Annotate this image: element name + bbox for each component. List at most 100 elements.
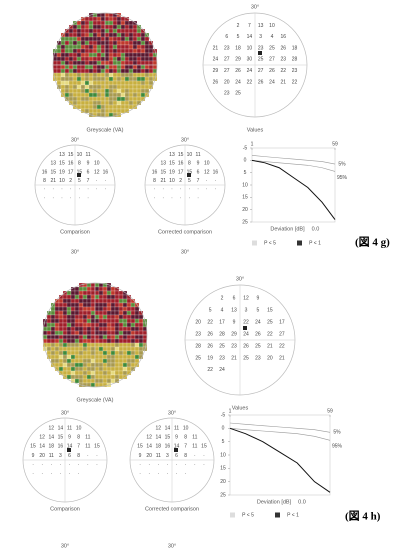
value: 21 bbox=[231, 355, 237, 361]
value: 6 bbox=[225, 34, 228, 40]
greyscale-cell bbox=[94, 282, 100, 288]
greyscale-cell bbox=[130, 338, 136, 344]
figure-tag: (図 4 g) bbox=[355, 235, 390, 249]
greyscale-cell bbox=[58, 338, 64, 344]
greyscale-cell bbox=[108, 32, 114, 38]
greyscale-cell bbox=[74, 298, 80, 304]
greyscale-cell bbox=[114, 338, 120, 344]
greyscale-cell bbox=[70, 366, 76, 372]
comparison-value: · bbox=[79, 187, 81, 193]
value: 29 bbox=[213, 68, 219, 74]
greyscale-cell bbox=[100, 52, 106, 58]
greyscale-cell bbox=[128, 36, 134, 42]
value: 29 bbox=[235, 57, 241, 63]
y-tick-label: 5 bbox=[222, 439, 225, 445]
greyscale-cell bbox=[118, 342, 124, 348]
value: 30 bbox=[247, 57, 253, 63]
greyscale-cell bbox=[62, 306, 68, 312]
greyscale-cell bbox=[92, 56, 98, 62]
value: 17 bbox=[219, 319, 225, 325]
greyscale-cell bbox=[66, 334, 72, 340]
greyscale-cell bbox=[98, 354, 104, 360]
greyscale-cell bbox=[92, 36, 98, 42]
greyscale-cell bbox=[128, 28, 134, 34]
corrected-value: 12 bbox=[146, 435, 152, 441]
value: 24 bbox=[235, 79, 241, 85]
greyscale-cell bbox=[94, 302, 100, 308]
greyscale-cell bbox=[50, 330, 56, 336]
greyscale-cell bbox=[60, 64, 66, 70]
greyscale-cell bbox=[112, 28, 118, 34]
greyscale-cell bbox=[124, 56, 130, 62]
greyscale-cell bbox=[120, 64, 126, 70]
greyscale-cell bbox=[116, 92, 122, 98]
comparison-value: 15 bbox=[30, 444, 36, 450]
greyscale-cell bbox=[100, 100, 106, 106]
value: 22 bbox=[207, 319, 213, 325]
greyscale-cell bbox=[84, 24, 90, 30]
greyscale-cell bbox=[136, 68, 142, 74]
y-tick-label: 20 bbox=[242, 207, 248, 213]
greyscale-cell bbox=[50, 322, 56, 328]
greyscale-cell bbox=[84, 52, 90, 58]
comparison-value: 20 bbox=[39, 453, 45, 459]
greyscale-cell bbox=[66, 362, 72, 368]
greyscale-cell bbox=[86, 318, 92, 324]
greyscale-cell bbox=[124, 76, 130, 82]
greyscale-cell bbox=[114, 298, 120, 304]
values-label: Values bbox=[232, 405, 249, 411]
greyscale-cell bbox=[74, 306, 80, 312]
greyscale-cell bbox=[134, 358, 140, 364]
greyscale-cell bbox=[124, 52, 130, 58]
greyscale-cell bbox=[62, 346, 68, 352]
greyscale-cell bbox=[98, 374, 104, 380]
comparison-value: 12 bbox=[94, 169, 100, 175]
greyscale-cell bbox=[60, 68, 66, 74]
comparison-value: 11 bbox=[85, 444, 90, 450]
greyscale-cell bbox=[72, 96, 78, 102]
greyscale-cell bbox=[126, 298, 132, 304]
corrected-value: 8 bbox=[184, 435, 187, 441]
value: 6 bbox=[233, 295, 236, 301]
greyscale-cell bbox=[106, 318, 112, 324]
value: 26 bbox=[207, 331, 213, 337]
greyscale-cell bbox=[56, 76, 62, 82]
greyscale-cell bbox=[116, 24, 122, 30]
greyscale-cell bbox=[116, 36, 122, 42]
greyscale-cell bbox=[62, 330, 68, 336]
greyscale-cell bbox=[130, 310, 136, 316]
greyscale-cell bbox=[54, 318, 60, 324]
greyscale-cell bbox=[116, 96, 122, 102]
greyscale-cell bbox=[92, 40, 98, 46]
greyscale-cell bbox=[96, 108, 102, 114]
greyscale-cell bbox=[68, 32, 74, 38]
corrected-value: · bbox=[185, 462, 187, 468]
greyscale-cell bbox=[118, 334, 124, 340]
greyscale-cell bbox=[108, 68, 114, 74]
greyscale-cell bbox=[102, 374, 108, 380]
greyscale-cell bbox=[78, 350, 84, 356]
value: 22 bbox=[292, 79, 298, 85]
comparison-value: 8 bbox=[77, 453, 80, 459]
value: 23 bbox=[224, 45, 230, 51]
greyscale-cell bbox=[78, 318, 84, 324]
comparison-value: 3 bbox=[59, 453, 62, 459]
greyscale-cell bbox=[112, 64, 118, 70]
x-tick-label: 1 bbox=[229, 408, 232, 414]
greyscale-cell bbox=[62, 354, 68, 360]
greyscale-cell bbox=[110, 298, 116, 304]
greyscale-cell bbox=[138, 330, 144, 336]
greyscale-cell bbox=[104, 24, 110, 30]
greyscale-cell bbox=[66, 326, 72, 332]
greyscale-cell bbox=[144, 48, 150, 54]
greyscale-cell bbox=[138, 322, 144, 328]
greyscale-cell bbox=[60, 80, 66, 86]
greyscale-cell bbox=[88, 76, 94, 82]
greyscale-cell bbox=[60, 72, 66, 78]
greyscale-cell bbox=[70, 322, 76, 328]
greyscale-cell bbox=[72, 36, 78, 42]
greyscale-cell bbox=[122, 322, 128, 328]
greyscale-cell bbox=[118, 298, 124, 304]
greyscale-cell bbox=[140, 64, 146, 70]
value: 25 bbox=[267, 319, 273, 325]
